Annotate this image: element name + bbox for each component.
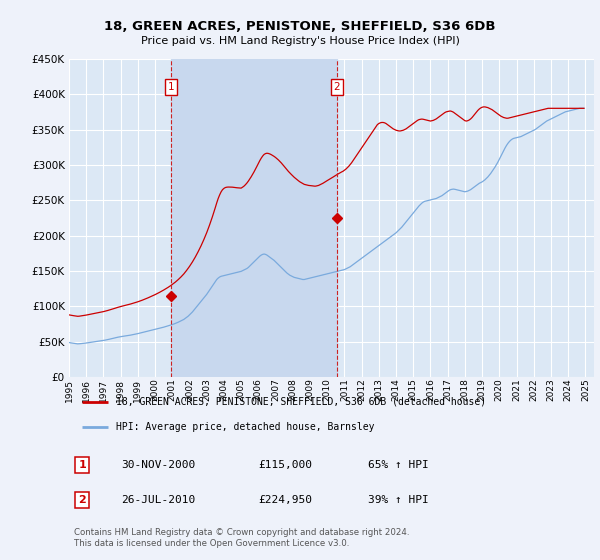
Text: 1: 1 (78, 460, 86, 470)
Text: 30-NOV-2000: 30-NOV-2000 (121, 460, 196, 470)
Text: 26-JUL-2010: 26-JUL-2010 (121, 494, 196, 505)
Text: 1: 1 (167, 82, 174, 92)
Text: 39% ↑ HPI: 39% ↑ HPI (368, 494, 429, 505)
Text: 2: 2 (78, 494, 86, 505)
Text: £115,000: £115,000 (258, 460, 312, 470)
Bar (171, 59, 337, 377)
Text: HPI: Average price, detached house, Barnsley: HPI: Average price, detached house, Barn… (116, 422, 375, 432)
Text: 2: 2 (334, 82, 340, 92)
Text: 18, GREEN ACRES, PENISTONE, SHEFFIELD, S36 6DB (detached house): 18, GREEN ACRES, PENISTONE, SHEFFIELD, S… (116, 396, 487, 407)
Text: £224,950: £224,950 (258, 494, 312, 505)
Text: 18, GREEN ACRES, PENISTONE, SHEFFIELD, S36 6DB: 18, GREEN ACRES, PENISTONE, SHEFFIELD, S… (104, 20, 496, 32)
Text: Price paid vs. HM Land Registry's House Price Index (HPI): Price paid vs. HM Land Registry's House … (140, 36, 460, 46)
Text: 65% ↑ HPI: 65% ↑ HPI (368, 460, 429, 470)
Text: Contains HM Land Registry data © Crown copyright and database right 2024.
This d: Contains HM Land Registry data © Crown c… (74, 528, 410, 548)
